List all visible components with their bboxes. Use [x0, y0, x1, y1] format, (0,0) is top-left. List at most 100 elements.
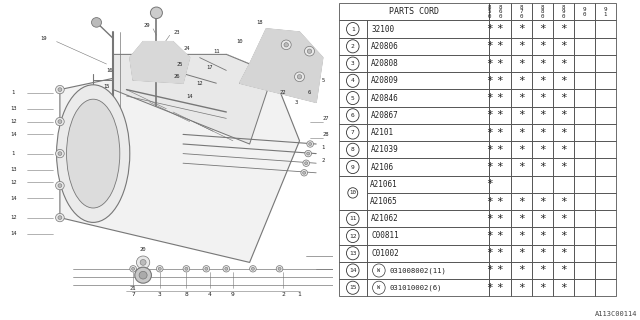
Bar [367, 141, 490, 158]
Circle shape [58, 152, 62, 156]
Text: 15: 15 [349, 285, 356, 290]
Text: 8
9
0: 8 9 0 [561, 5, 565, 19]
Circle shape [58, 120, 62, 124]
Text: 29: 29 [143, 23, 150, 28]
Circle shape [225, 268, 228, 270]
Text: A21065: A21065 [370, 197, 397, 206]
Circle shape [303, 160, 310, 166]
Text: 1: 1 [12, 151, 15, 156]
Bar [595, 158, 616, 176]
Bar [573, 124, 595, 141]
Text: *: * [486, 179, 493, 189]
Circle shape [203, 266, 210, 272]
Text: 14: 14 [10, 231, 17, 236]
Text: *: * [497, 231, 504, 241]
Text: *: * [560, 110, 566, 120]
Bar [339, 210, 367, 228]
Bar [367, 38, 490, 55]
Text: 32100: 32100 [371, 25, 394, 34]
Text: *: * [486, 24, 493, 34]
Text: *: * [560, 231, 566, 241]
Text: *: * [518, 266, 524, 276]
Text: 24: 24 [183, 45, 189, 51]
Circle shape [58, 88, 62, 92]
Text: *: * [486, 93, 493, 103]
Text: *: * [539, 248, 545, 258]
Polygon shape [239, 29, 323, 102]
Circle shape [307, 49, 312, 53]
Text: 14: 14 [349, 268, 356, 273]
Bar [511, 158, 532, 176]
Text: 7: 7 [351, 130, 355, 135]
Bar [532, 210, 553, 228]
Bar [490, 3, 511, 20]
Text: 25: 25 [177, 61, 183, 67]
Text: *: * [518, 196, 524, 206]
Text: *: * [539, 128, 545, 138]
Bar [511, 38, 532, 55]
Text: W: W [378, 285, 380, 290]
Bar [532, 262, 553, 279]
Bar [339, 279, 367, 296]
Bar [490, 176, 511, 193]
Text: 2: 2 [281, 292, 285, 297]
Text: 1: 1 [12, 90, 15, 95]
Text: 2: 2 [351, 44, 355, 49]
Text: *: * [497, 110, 504, 120]
Circle shape [92, 18, 102, 27]
Text: 22: 22 [280, 90, 286, 95]
Text: *: * [518, 24, 524, 34]
Bar [490, 262, 511, 279]
Bar [339, 124, 367, 141]
Bar [595, 107, 616, 124]
Text: 9
0: 9 0 [582, 7, 586, 17]
Text: A20806: A20806 [371, 42, 399, 51]
Text: A21039: A21039 [371, 145, 399, 154]
Text: A21061: A21061 [370, 180, 397, 189]
Circle shape [130, 266, 136, 272]
Text: 8
8
0: 8 8 0 [540, 5, 544, 19]
Circle shape [140, 260, 146, 265]
Circle shape [58, 216, 62, 220]
Text: A20867: A20867 [371, 111, 399, 120]
Text: *: * [497, 76, 504, 86]
Ellipse shape [67, 99, 120, 208]
Bar [490, 89, 511, 107]
Bar [367, 279, 490, 296]
Text: *: * [560, 248, 566, 258]
Text: 12: 12 [349, 234, 356, 238]
Circle shape [250, 266, 256, 272]
Bar [595, 3, 616, 20]
Bar [553, 141, 573, 158]
Bar [595, 124, 616, 141]
Bar [511, 89, 532, 107]
Text: 17: 17 [207, 65, 213, 70]
Text: *: * [560, 24, 566, 34]
Text: 21: 21 [130, 285, 136, 291]
Bar [573, 262, 595, 279]
Text: 1: 1 [321, 145, 324, 150]
Bar [339, 244, 367, 262]
Bar [339, 55, 367, 72]
Text: *: * [539, 196, 545, 206]
Text: 27: 27 [323, 116, 330, 121]
Bar [367, 20, 490, 38]
Circle shape [136, 256, 150, 269]
Text: 13: 13 [10, 167, 17, 172]
Text: *: * [560, 283, 566, 293]
Text: 3: 3 [351, 61, 355, 66]
Circle shape [305, 46, 314, 56]
Circle shape [301, 170, 307, 176]
Bar [553, 244, 573, 262]
Circle shape [158, 268, 161, 270]
Text: *: * [486, 76, 493, 86]
Text: *: * [518, 283, 524, 293]
Text: *: * [539, 110, 545, 120]
Text: *: * [486, 59, 493, 68]
Text: PARTS CORD: PARTS CORD [389, 7, 439, 16]
Text: 8
5
0: 8 5 0 [488, 5, 492, 19]
Text: A2106: A2106 [371, 163, 394, 172]
Bar [595, 244, 616, 262]
Text: *: * [518, 214, 524, 224]
Bar [367, 158, 490, 176]
